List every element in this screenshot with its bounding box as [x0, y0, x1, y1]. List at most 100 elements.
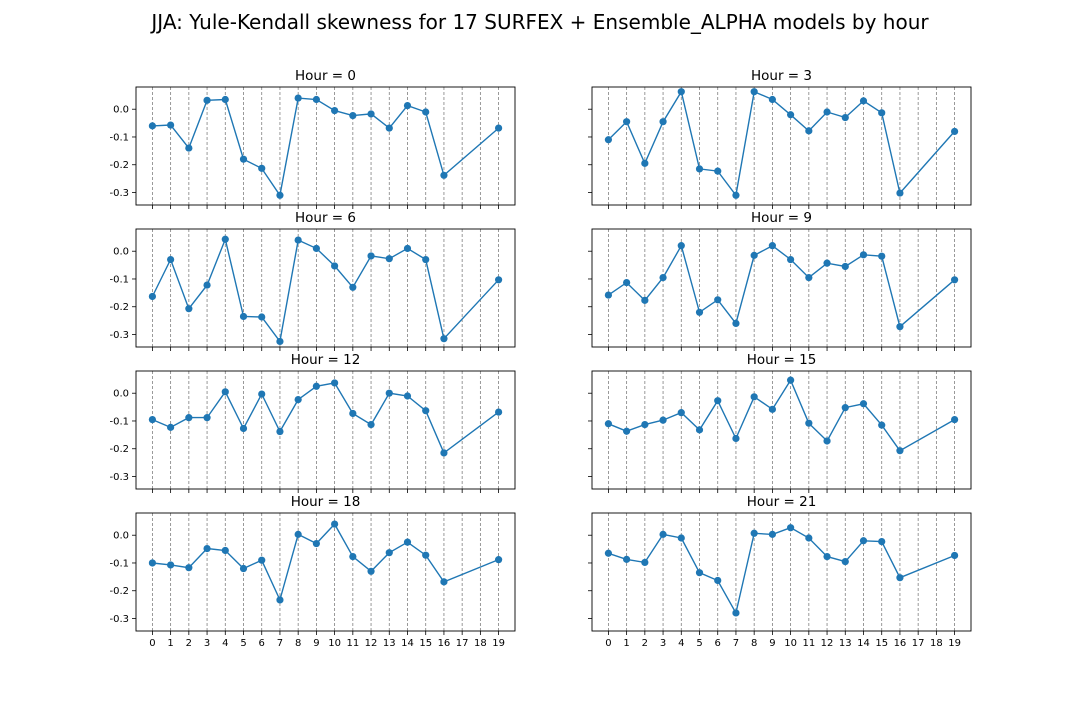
- y-tick-label: -0.2: [109, 444, 129, 455]
- data-point: [385, 124, 393, 132]
- y-tick-label: 0.0: [113, 105, 129, 116]
- data-point: [859, 251, 868, 259]
- data-point: [714, 576, 722, 585]
- data-point: [239, 312, 248, 321]
- data-point: [841, 113, 849, 122]
- data-point: [604, 549, 612, 557]
- data-point: [677, 242, 685, 250]
- data-point: [276, 337, 284, 346]
- y-tick-label: -0.1: [109, 416, 129, 427]
- data-point: [623, 555, 631, 563]
- x-tick-label: 4: [678, 638, 684, 649]
- data-point: [349, 552, 357, 561]
- data-point: [294, 236, 302, 244]
- data-point: [258, 164, 266, 172]
- data-point: [659, 416, 667, 424]
- subplot-title: Hour = 21: [747, 494, 817, 510]
- subplot-title: Hour = 12: [291, 352, 361, 368]
- data-point: [258, 390, 266, 398]
- data-point: [331, 262, 339, 270]
- data-point: [422, 551, 430, 559]
- data-point: [294, 94, 302, 102]
- axes-frame: [135, 370, 516, 490]
- data-point: [403, 392, 412, 400]
- data-point: [167, 121, 175, 129]
- data-point: [495, 408, 503, 416]
- data-point: [239, 424, 248, 433]
- data-point: [385, 389, 393, 397]
- x-tick-label: 7: [733, 638, 739, 649]
- x-tick-label: 18: [474, 638, 487, 649]
- data-point: [440, 578, 448, 586]
- data-point: [732, 434, 740, 443]
- x-tick-label: 10: [784, 638, 797, 649]
- subplot-title: Hour = 9: [751, 210, 812, 226]
- y-tick-label: -0.2: [109, 302, 129, 313]
- x-tick-label: 15: [875, 638, 888, 649]
- data-point: [148, 559, 156, 567]
- data-point: [495, 556, 503, 564]
- data-point: [604, 136, 612, 144]
- data-point: [768, 405, 776, 413]
- data-point: [641, 296, 649, 304]
- data-point: [677, 409, 685, 417]
- data-point: [331, 107, 339, 115]
- x-tick-label: 12: [365, 638, 378, 649]
- y-tick-label: 0.0: [113, 389, 129, 400]
- x-tick-label: 15: [419, 638, 432, 649]
- data-point: [896, 447, 904, 455]
- axes-frame: [591, 228, 972, 348]
- data-point: [203, 414, 211, 422]
- data-point: [659, 273, 667, 282]
- subplot-title: Hour = 0: [295, 68, 356, 84]
- y-tick-label: -0.2: [109, 160, 129, 171]
- data-point: [951, 551, 959, 560]
- data-point: [203, 96, 211, 104]
- data-point: [221, 388, 229, 396]
- data-point: [349, 111, 357, 120]
- data-point: [641, 159, 649, 167]
- data-point: [221, 546, 229, 555]
- subplot-title: Hour = 15: [747, 352, 817, 368]
- data-point: [167, 255, 175, 264]
- data-point: [750, 393, 758, 401]
- subplot-hour-21: Hour = 210 1 2 3 4 5 6 7 8 9 10 11 12 13 14 15 16 17 18 19: [588, 494, 972, 649]
- data-point: [859, 97, 868, 105]
- data-point: [951, 127, 959, 136]
- x-tick-label: 14: [401, 638, 414, 649]
- data-point: [221, 235, 229, 243]
- x-tick-label: 7: [277, 638, 283, 649]
- data-point: [422, 108, 430, 116]
- data-point: [695, 165, 704, 173]
- y-tick-label: -0.3: [109, 330, 129, 341]
- data-point: [185, 305, 193, 313]
- data-point: [312, 382, 320, 390]
- x-tick-label: 3: [660, 638, 666, 649]
- data-point: [148, 415, 156, 424]
- y-tick-label: -0.2: [109, 586, 129, 597]
- x-tick-label: 9: [769, 638, 775, 649]
- y-tick-label: -0.3: [109, 188, 129, 199]
- x-tick-label: 0: [605, 638, 611, 649]
- subplot-hour-6: Hour = 6 0.0 -0.1 -0.2 -0.3: [109, 210, 516, 351]
- x-tick-label: 13: [383, 638, 396, 649]
- data-point: [878, 421, 886, 429]
- x-tick-label: 17: [912, 638, 925, 649]
- data-point: [732, 191, 740, 199]
- x-tick-label: 16: [438, 638, 451, 649]
- data-point: [203, 281, 211, 289]
- data-point: [495, 124, 503, 132]
- data-point: [805, 419, 813, 427]
- data-point: [312, 244, 320, 253]
- data-point: [367, 252, 375, 260]
- data-point: [787, 376, 795, 384]
- data-point: [823, 259, 831, 267]
- subplot-hour-0: Hour = 0 0.0 -0.1 -0.2 -0.3: [109, 68, 516, 209]
- x-tick-label: 6: [715, 638, 721, 649]
- data-point: [878, 537, 886, 546]
- data-point: [787, 111, 795, 119]
- x-tick-label: 10: [328, 638, 341, 649]
- y-tick-label: -0.1: [109, 132, 129, 143]
- data-point: [331, 379, 339, 387]
- data-point: [677, 534, 685, 542]
